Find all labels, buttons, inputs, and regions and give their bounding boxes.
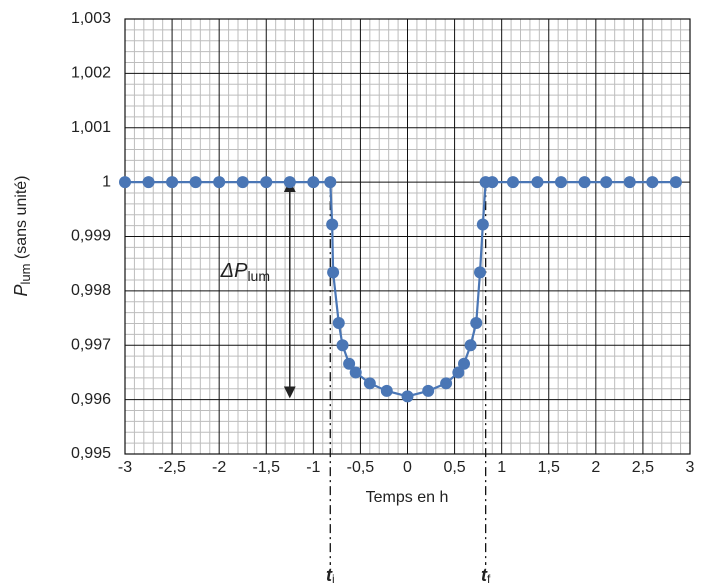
data-point — [349, 366, 362, 379]
data-point — [343, 357, 356, 370]
y-tick-label: 1 — [102, 173, 111, 190]
x-tick-label: -3 — [118, 459, 132, 476]
data-point — [189, 176, 202, 189]
time-label-sub: f — [487, 572, 491, 586]
x-tick-label: 3 — [686, 459, 695, 476]
data-point — [452, 366, 465, 379]
data-point — [401, 390, 414, 403]
delta-main: ΔP — [220, 260, 248, 282]
data-point — [324, 176, 337, 189]
data-point — [260, 176, 273, 189]
time-label-main: t — [481, 565, 488, 585]
time-label: ti — [326, 565, 335, 586]
data-point — [327, 266, 340, 279]
plot-border — [124, 18, 691, 455]
data-point — [119, 176, 131, 189]
x-tick-label: -1 — [306, 459, 320, 476]
data-point — [554, 176, 567, 189]
data-point — [236, 176, 249, 189]
data-point — [142, 176, 155, 189]
x-tick-label: -0,5 — [347, 459, 375, 476]
y-tick-label: 0,997 — [71, 336, 111, 353]
data-point — [422, 384, 435, 397]
data-point — [326, 218, 339, 231]
time-label: tf — [481, 565, 491, 586]
y-tick-label: 0,999 — [71, 228, 111, 245]
x-axis-label: Temps en h — [366, 489, 449, 506]
x-tick-label: 0,5 — [443, 459, 465, 476]
x-tick-label: -2 — [212, 459, 226, 476]
data-point — [470, 316, 483, 329]
x-tick-label: 1,5 — [538, 459, 560, 476]
data-point — [476, 218, 489, 231]
data-point — [213, 176, 226, 189]
data-point — [531, 176, 544, 189]
data-point — [669, 176, 682, 189]
data-point — [332, 316, 345, 329]
y-tick-label: 1,002 — [71, 65, 111, 82]
data-point — [283, 176, 296, 189]
delta-label: ΔPlum — [220, 260, 270, 283]
x-tick-label: 1 — [497, 459, 506, 476]
x-tick-label: 0 — [403, 459, 412, 476]
delta-sub: lum — [247, 268, 270, 284]
data-point — [380, 384, 393, 397]
data-point — [336, 339, 349, 352]
x-tick-label: -2,5 — [158, 459, 186, 476]
data-point — [474, 266, 487, 279]
time-label-main: t — [326, 565, 333, 585]
y-tick-label: 0,996 — [71, 391, 111, 408]
y-axis-label: Plum (sans unité) — [11, 175, 34, 296]
y-tick-label: 1,003 — [71, 10, 111, 27]
x-tick-label: -1,5 — [252, 459, 280, 476]
data-point — [646, 176, 659, 189]
data-point — [440, 377, 453, 390]
data-point — [464, 339, 477, 352]
y-tick-label: 0,998 — [71, 282, 111, 299]
data-point — [600, 176, 613, 189]
data-point — [506, 176, 519, 189]
data-point — [307, 176, 320, 189]
data-point — [486, 176, 499, 189]
data-point — [458, 357, 470, 370]
data-point — [363, 377, 376, 390]
data-point — [166, 176, 179, 189]
x-tick-label: 2 — [591, 459, 600, 476]
y-tick-label: 1,001 — [71, 119, 111, 136]
y-tick-label: 0,995 — [71, 445, 111, 462]
data-point — [623, 176, 636, 189]
time-label-sub: i — [332, 572, 335, 586]
data-point — [578, 176, 591, 189]
x-tick-label: 2,5 — [632, 459, 654, 476]
